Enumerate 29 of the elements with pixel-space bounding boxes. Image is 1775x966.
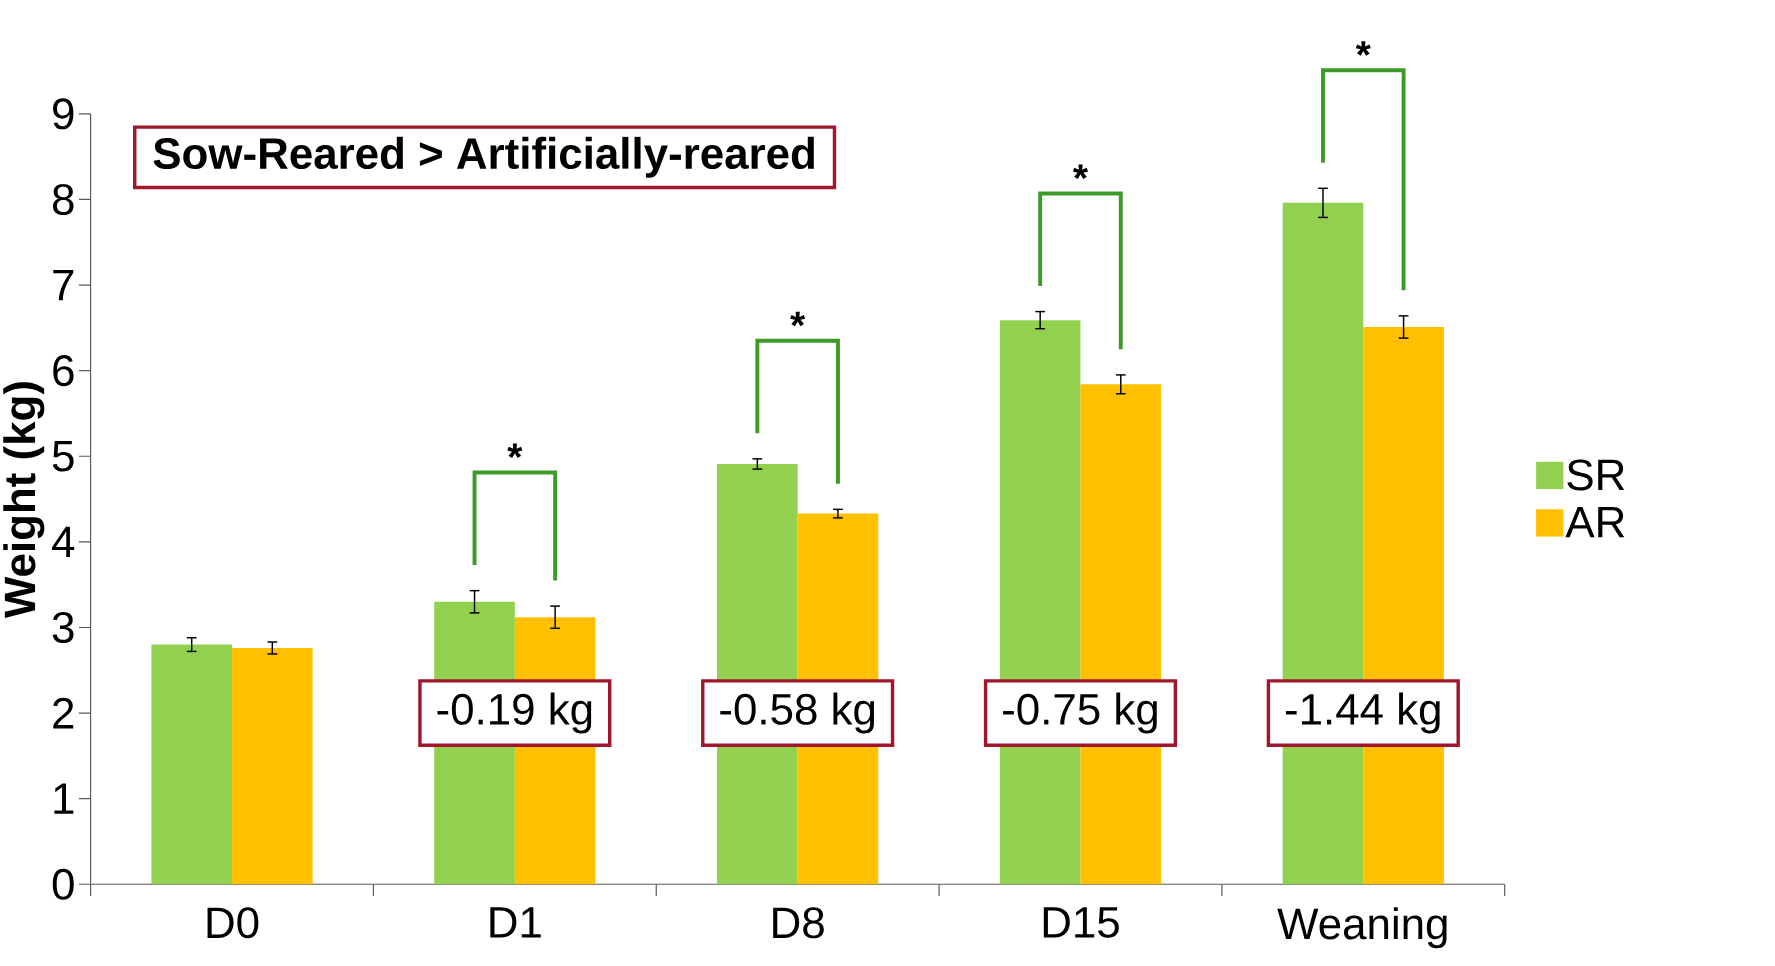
annotation: -0.19 kg	[437, 692, 592, 734]
annotation: -0.58 kg	[720, 692, 875, 734]
chart-title: Sow-Reared > Artificially-reared	[153, 136, 814, 178]
bar	[151, 644, 233, 885]
legend-label: SR	[1567, 459, 1625, 491]
y-tick-label: 8	[52, 183, 74, 215]
y-tick-label: 5	[52, 440, 74, 472]
x-tick-label: D1	[490, 907, 541, 938]
y-tick-label: 1	[54, 783, 74, 814]
y-tick-label: 3	[52, 611, 74, 643]
annotation: -0.75 kg	[1003, 692, 1157, 734]
x-tick-label: D0	[207, 907, 259, 939]
y-tick-label: 4	[52, 526, 75, 557]
annotation: *	[790, 311, 806, 326]
annotation: *	[1072, 164, 1089, 179]
legend-label: AR	[1565, 506, 1625, 538]
x-tick-label: Weaning	[1277, 907, 1447, 948]
x-tick-label: D8	[773, 907, 824, 939]
y-tick-label: 0	[52, 868, 74, 900]
y-tick-label: 2	[53, 697, 74, 729]
x-tick-label: D15	[1043, 907, 1119, 938]
text: *	[1355, 40, 1371, 56]
annotation: -1.44 kg	[1285, 692, 1440, 734]
y-axis-title: Weight (kg)	[3, 381, 45, 618]
y-tick-label: 9	[53, 98, 74, 130]
y-tick-label: 6	[53, 354, 74, 386]
y-tick-label: 7	[53, 269, 74, 300]
bar	[232, 647, 313, 885]
annotation: *	[507, 443, 523, 458]
